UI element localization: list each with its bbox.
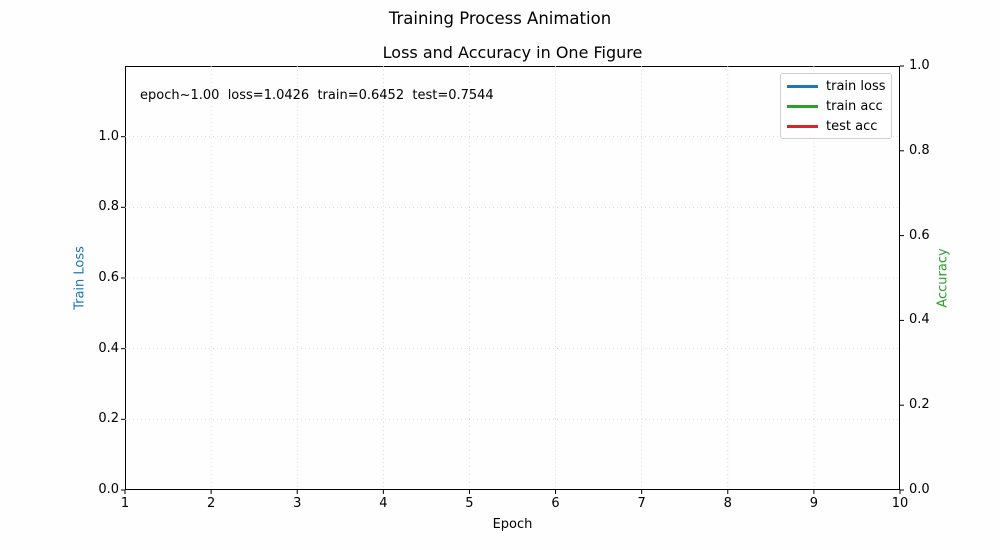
- y-left-tick-label: 0.4: [98, 340, 119, 356]
- y-right-tick-label: 0.6: [909, 227, 930, 243]
- y-right-tick-label: 0.0: [909, 482, 930, 497]
- x-tick-label: 9: [809, 496, 819, 511]
- x-tick-label: 8: [723, 496, 732, 511]
- y-left-tick-label: 1.0: [98, 128, 119, 144]
- y-right-tick-label: 0.2: [909, 397, 930, 413]
- x-tick-label: 7: [637, 496, 646, 511]
- train-acc-line-icon: [787, 104, 818, 108]
- x-tick-label: 5: [465, 496, 474, 511]
- x-tick-label: 2: [206, 496, 216, 511]
- legend-label: test acc: [826, 118, 878, 134]
- chart-title: Loss and Accuracy in One Figure: [382, 43, 643, 62]
- y-right-tick-label: 1.0: [909, 58, 930, 73]
- y-left-tick-label: 0.6: [98, 270, 119, 285]
- y-right-tick-label: 0.4: [909, 312, 930, 328]
- plot-area: [125, 66, 900, 490]
- x-tick-label: 3: [293, 496, 302, 511]
- legend-item-train-acc: train acc: [787, 97, 883, 115]
- y-left-tick-label: 0.8: [98, 199, 119, 215]
- y-left-tick-label: 0.2: [98, 411, 119, 427]
- legend-label: train loss: [826, 78, 886, 94]
- x-tick-label: 4: [379, 496, 388, 511]
- figure-suptitle: Training Process Animation: [388, 9, 612, 28]
- test-acc-line-icon: [787, 124, 818, 128]
- legend-item-test-acc: test acc: [787, 117, 877, 135]
- x-axis-label: Epoch: [492, 517, 533, 532]
- x-tick-label: 6: [551, 496, 560, 511]
- train-loss-line-icon: [787, 84, 818, 88]
- x-tick-label: 1: [120, 496, 130, 511]
- y-right-tick-label: 0.8: [909, 142, 930, 158]
- legend-label: train acc: [826, 98, 883, 114]
- status-annotation: epoch~1.00 loss=1.0426 train=0.6452 test…: [140, 88, 494, 103]
- legend: train loss train acc test acc: [780, 73, 892, 139]
- y-right-axis-label: Accuracy: [935, 248, 951, 308]
- legend-item-train-loss: train loss: [787, 77, 886, 95]
- x-tick-label: 10: [891, 496, 909, 511]
- y-left-tick-label: 0.0: [98, 482, 119, 497]
- y-left-axis-label: Train Loss: [72, 246, 88, 310]
